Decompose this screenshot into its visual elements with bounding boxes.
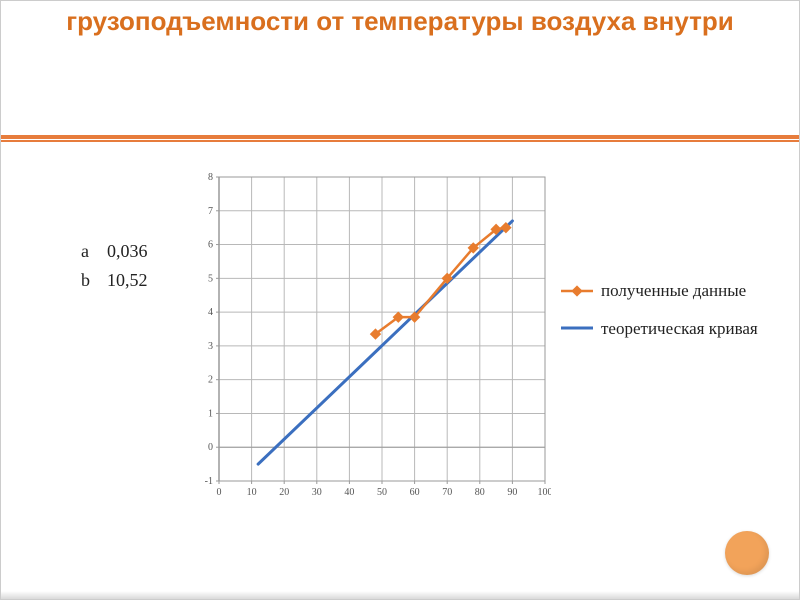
param-table: a 0,036 b 10,52 [81, 241, 148, 299]
svg-text:40: 40 [344, 487, 354, 498]
legend: полученные данные теоретическая кривая [561, 281, 758, 356]
param-value: 0,036 [107, 241, 148, 262]
corner-dot-icon [725, 531, 769, 575]
svg-text:100: 100 [538, 487, 552, 498]
chart: -10123456780102030405060708090100 [191, 171, 551, 506]
slide: грузоподъемности от температуры воздуха … [0, 0, 800, 600]
legend-item: полученные данные [561, 281, 758, 301]
svg-text:60: 60 [410, 487, 420, 498]
svg-text:6: 6 [208, 240, 213, 251]
svg-text:1: 1 [208, 408, 213, 419]
divider-thick [1, 135, 799, 139]
param-row: a 0,036 [81, 241, 148, 262]
param-value: 10,52 [107, 270, 148, 291]
svg-text:90: 90 [507, 487, 517, 498]
svg-text:0: 0 [208, 442, 213, 453]
svg-text:70: 70 [442, 487, 452, 498]
chart-svg: -10123456780102030405060708090100 [191, 171, 551, 501]
legend-label: теоретическая кривая [601, 319, 758, 339]
svg-text:10: 10 [247, 487, 257, 498]
svg-text:5: 5 [208, 273, 213, 284]
param-symbol: b [81, 270, 95, 291]
svg-text:8: 8 [208, 172, 213, 183]
svg-text:-1: -1 [205, 476, 213, 487]
param-symbol: a [81, 241, 95, 262]
legend-swatch-series1 [561, 284, 593, 298]
svg-text:20: 20 [279, 487, 289, 498]
legend-item: теоретическая кривая [561, 319, 758, 339]
legend-label: полученные данные [601, 281, 746, 301]
divider-thin [1, 140, 799, 142]
bottom-shadow [1, 591, 799, 599]
page-title: грузоподъемности от температуры воздуха … [1, 1, 799, 41]
svg-text:30: 30 [312, 487, 322, 498]
svg-text:0: 0 [217, 487, 222, 498]
svg-text:2: 2 [208, 375, 213, 386]
svg-text:50: 50 [377, 487, 387, 498]
param-row: b 10,52 [81, 270, 148, 291]
svg-text:4: 4 [208, 307, 213, 318]
svg-text:3: 3 [208, 341, 213, 352]
svg-text:7: 7 [208, 206, 213, 217]
legend-swatch-series2 [561, 321, 593, 335]
svg-text:80: 80 [475, 487, 485, 498]
